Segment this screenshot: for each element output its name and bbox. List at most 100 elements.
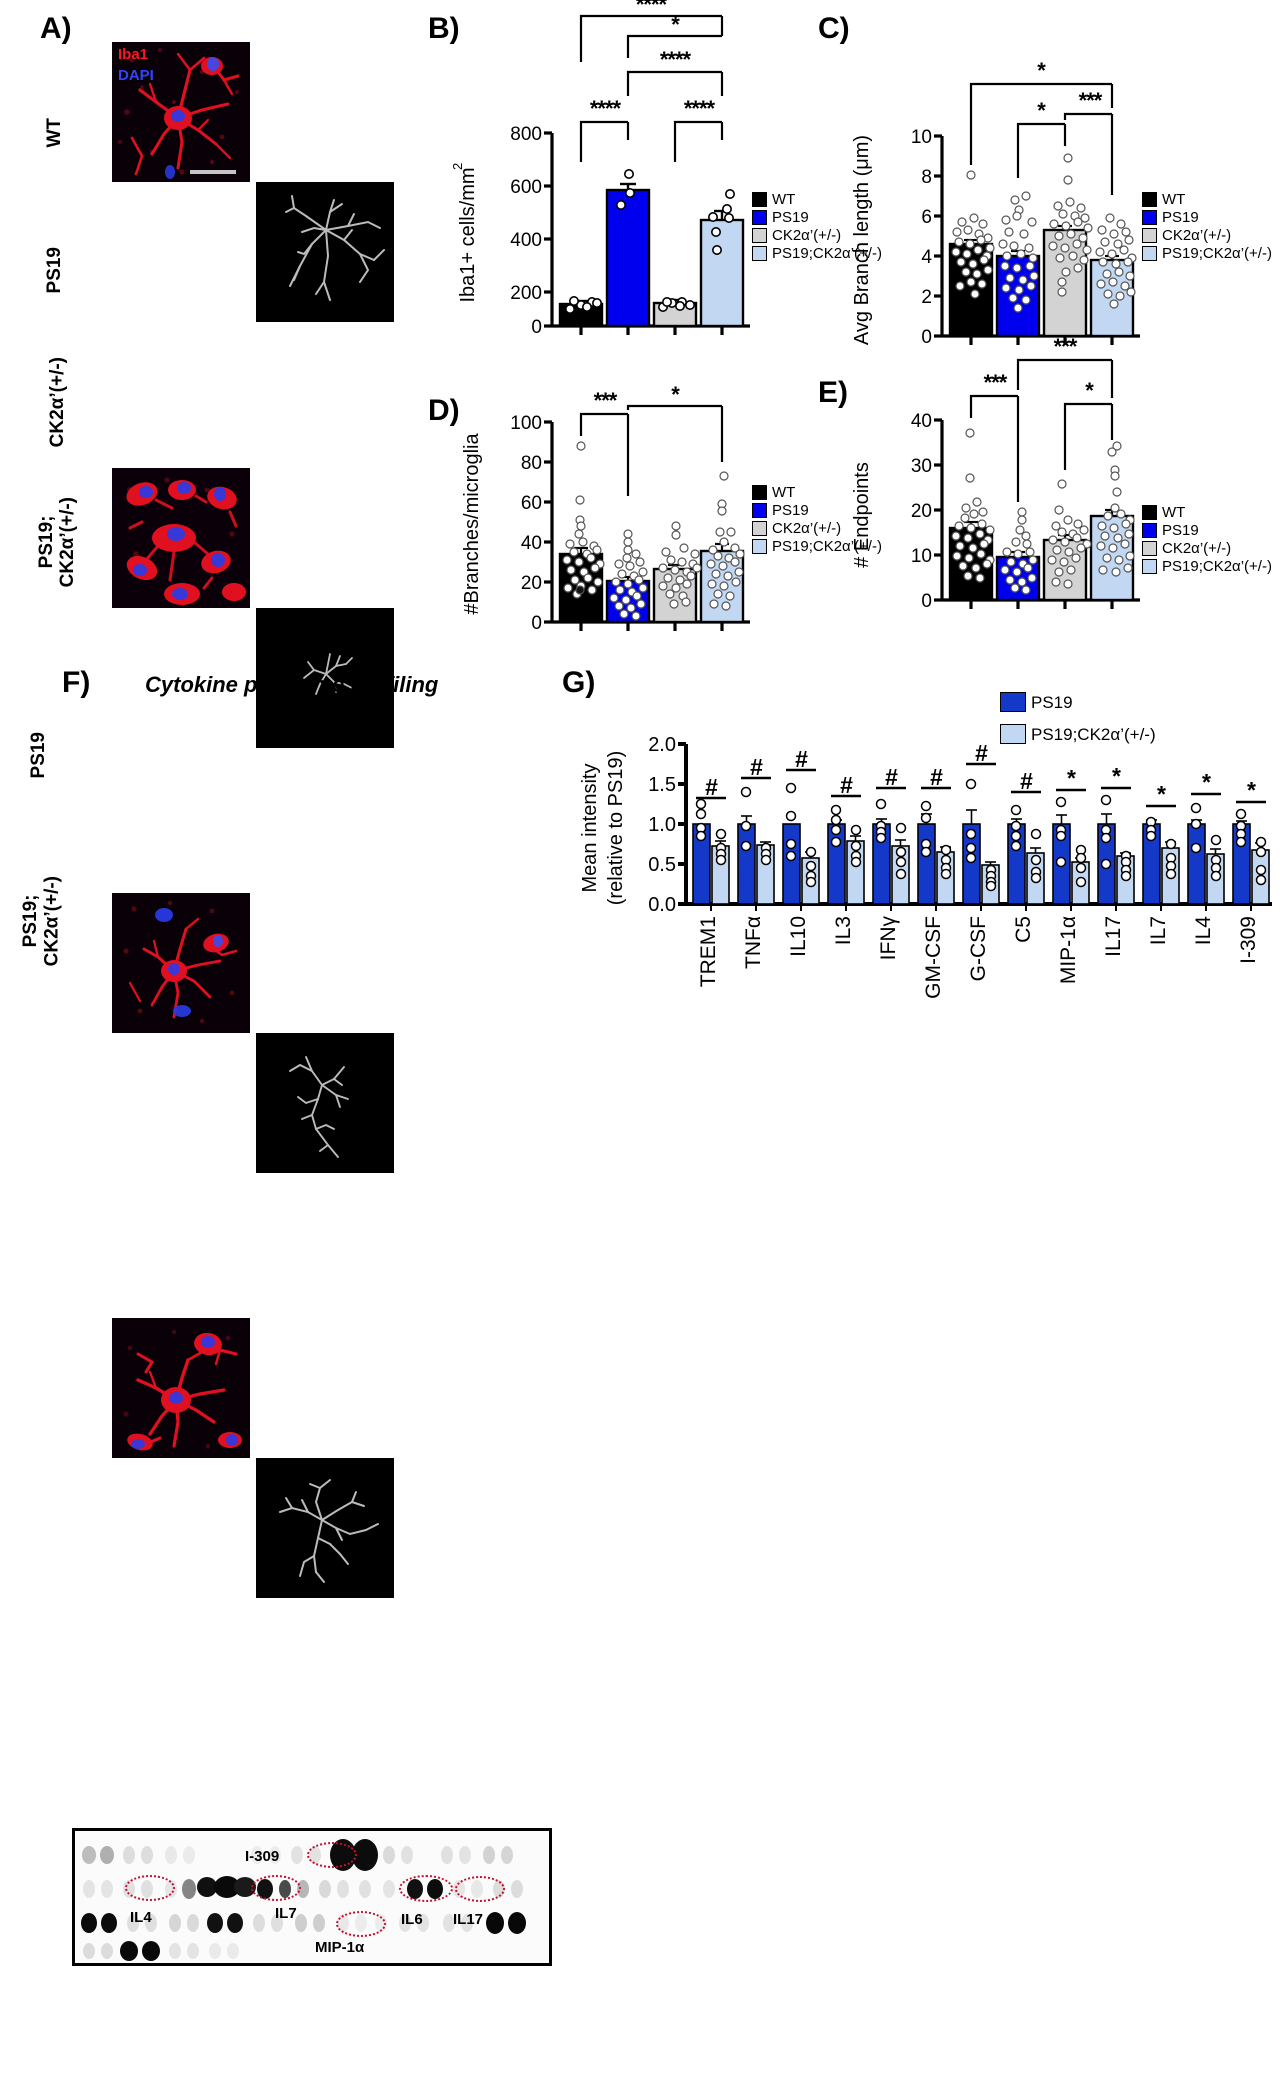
row-label-text: PS19; CK2α’(+/-)	[19, 875, 62, 967]
legend-item-ps19: PS19	[752, 210, 882, 225]
chart-d-points-wt	[562, 441, 605, 599]
chart-c-points-wt	[951, 170, 995, 299]
legend-label: CK2α’(+/-)	[772, 520, 842, 537]
legend-swatch-ps19-ck2a	[1000, 724, 1026, 744]
legend-item-ck2a: CK2α’(+/-)	[1142, 541, 1272, 556]
svg-text:2.0: 2.0	[648, 734, 676, 756]
highlight-mip1a	[336, 1911, 386, 1937]
svg-text:80: 80	[521, 453, 542, 474]
legend-item-wt: WT	[1142, 505, 1272, 520]
svg-text:40: 40	[521, 533, 542, 554]
blot-ps19: I-309 IL4 IL7 IL6 IL17 MIP-1α	[72, 1828, 552, 1966]
svg-text:***: ***	[594, 388, 618, 413]
chart-g-significance-lines	[696, 762, 1266, 808]
svg-text:20: 20	[911, 501, 932, 522]
chart-e-points-ck2a	[1047, 479, 1092, 589]
legend-swatch-ps19-ck2a	[752, 539, 767, 554]
svg-text:0: 0	[921, 591, 932, 612]
svg-text:#: #	[840, 772, 853, 798]
highlight-il6	[399, 1875, 453, 1902]
svg-text:****: ****	[636, 0, 668, 17]
svg-text:30: 30	[911, 456, 932, 477]
svg-text:#: #	[750, 754, 763, 780]
legend-swatch-wt	[1142, 505, 1157, 520]
legend-label: PS19	[772, 209, 809, 226]
legend-swatch-wt	[752, 192, 767, 207]
panel-f-title: Cytokine proteome profiling	[145, 672, 439, 697]
blot-label-il17: IL17	[453, 1911, 484, 1928]
legend-item-ck2a: CK2α’(+/-)	[1142, 228, 1272, 243]
chart-e-points-ps19	[1000, 507, 1038, 595]
svg-text:6: 6	[921, 207, 932, 228]
highlight-i309	[307, 1842, 357, 1868]
scale-bar	[190, 170, 236, 174]
highlight-il4	[125, 1875, 175, 1901]
iba1-label: Iba1	[118, 46, 149, 63]
panel-a-row-label-ps19: PS19	[38, 215, 72, 325]
legend-chart-e: WT PS19 CK2α’(+/-) PS19;CK2α’(+/-)	[1142, 505, 1272, 577]
legend-swatch-wt	[1142, 192, 1157, 207]
legend-label: PS19	[1031, 692, 1073, 712]
legend-label: PS19	[1162, 522, 1199, 539]
xtick-ifng: IFNγ	[877, 916, 900, 961]
legend-chart-c: WT PS19 CK2α’(+/-) PS19;CK2α’(+/-)	[1142, 192, 1272, 264]
legend-item-wt: WT	[752, 485, 882, 500]
legend-label: CK2α’(+/-)	[1162, 540, 1232, 557]
micrograph-wt: Iba1 DAPI	[112, 42, 250, 182]
legend-swatch-ps19-ck2a	[752, 246, 767, 261]
svg-text:0: 0	[531, 613, 542, 634]
legend-swatch-ps19-ck2a	[1142, 246, 1157, 261]
svg-text:2: 2	[921, 287, 932, 308]
svg-text:800: 800	[510, 124, 542, 145]
chart-b-svg: Iba1+ cells/mm 2 800 600 400 200 0	[450, 0, 750, 338]
svg-text:****: ****	[590, 96, 622, 121]
legend-label: PS19	[772, 502, 809, 519]
chart-c-points-ck2a	[1048, 153, 1093, 297]
svg-text:*: *	[1067, 765, 1076, 791]
panel-a-letter: A)	[40, 12, 72, 45]
svg-text:****: ****	[660, 47, 692, 72]
legend-item-ps19: PS19	[1142, 523, 1272, 538]
row-label-text: PS19; CK2α’(+/-)	[36, 497, 78, 588]
legend-label: PS19;CK2α’(+/-)	[1162, 558, 1272, 575]
xtick-il17: IL17	[1102, 916, 1125, 957]
chart-d-points-ps19-ck2a	[706, 471, 745, 611]
svg-text:60: 60	[521, 493, 542, 514]
svg-text:600: 600	[510, 177, 542, 198]
legend-label: WT	[772, 484, 796, 501]
dapi-label: DAPI	[118, 67, 154, 84]
legend-label: WT	[1162, 504, 1186, 521]
trace-ck2a	[256, 1033, 394, 1173]
legend-item-ck2a: CK2α’(+/-)	[752, 228, 882, 243]
chart-g-yticks: 2.0 1.5 1.0 0.5 0.0	[648, 734, 676, 916]
trace-wt	[256, 182, 394, 322]
legend-chart-g: PS19 PS19;CK2α’(+/-)	[1000, 692, 1156, 747]
chart-d-significance	[579, 404, 724, 496]
svg-text:8: 8	[921, 167, 932, 188]
chart-c: Avg Branch length (μm) 10 8 6 4 2 0	[840, 10, 1170, 355]
legend-swatch-ps19-ck2a	[1142, 559, 1157, 574]
svg-text:*: *	[1037, 58, 1046, 83]
panel-c-letter: C)	[818, 12, 850, 45]
legend-item-ps19-ck2a: PS19;CK2α’(+/-)	[752, 246, 882, 261]
highlight-il17	[455, 1876, 505, 1902]
svg-text:****: ****	[684, 96, 716, 121]
svg-text:0: 0	[531, 317, 542, 338]
highlight-il7	[251, 1875, 301, 1901]
xtick-c5: C5	[1012, 916, 1035, 943]
legend-item-ps19-ck2a: PS19;CK2α’(+/-)	[752, 539, 882, 554]
chart-e-points-wt	[951, 428, 995, 583]
xtick-mip1a: MIP-1α	[1057, 916, 1080, 984]
blot-label-il6: IL6	[401, 1911, 423, 1928]
svg-text:40: 40	[911, 411, 932, 432]
chart-e-yticks: 40 30 20 10 0	[911, 411, 932, 612]
svg-text:400: 400	[510, 230, 542, 251]
legend-swatch-ck2a	[1142, 228, 1157, 243]
svg-text:200: 200	[510, 283, 542, 304]
row-label-text: PS19	[28, 731, 49, 779]
svg-text:#: #	[705, 774, 718, 800]
legend-swatch-ps19	[1000, 692, 1026, 712]
chart-b-ylabel: Iba1+ cells/mm	[457, 167, 479, 302]
chart-g-ylabel-line1: Mean intensity	[579, 764, 601, 893]
legend-item-wt: WT	[752, 192, 882, 207]
